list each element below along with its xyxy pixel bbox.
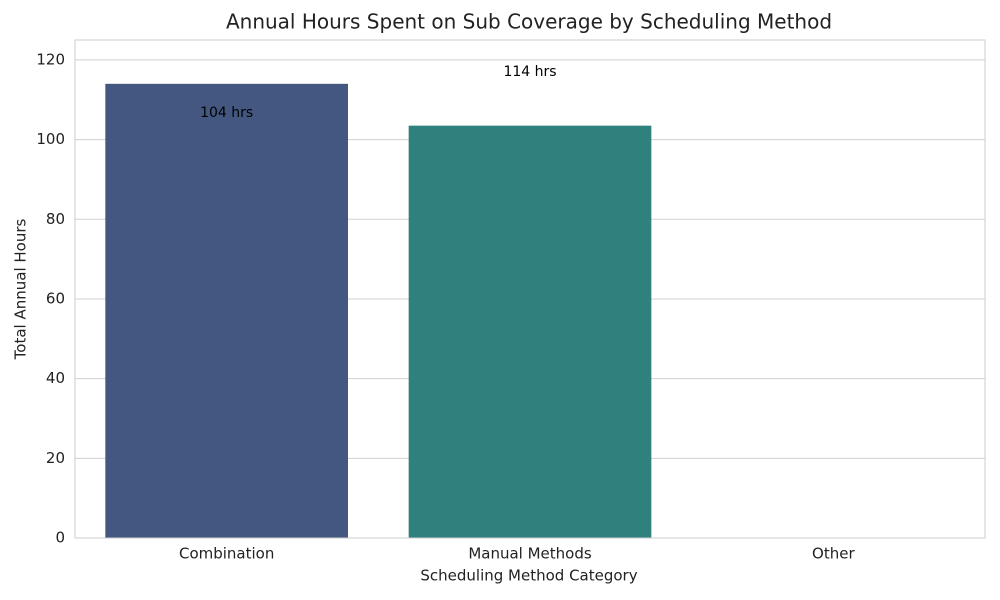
y-tick-label: 120 [36, 50, 65, 68]
annotation: 104 hrs [200, 105, 253, 121]
x-tick-label: Manual Methods [468, 545, 592, 563]
y-axis-title: Total Annual Hours [12, 218, 30, 360]
chart-title: Annual Hours Spent on Sub Coverage by Sc… [226, 10, 832, 34]
bar [105, 83, 348, 538]
y-tick-label: 80 [46, 210, 65, 228]
x-axis-title: Scheduling Method Category [420, 567, 637, 585]
bar [408, 125, 652, 538]
plot-frame [74, 39, 986, 539]
x-tick-label: Combination [179, 545, 274, 563]
x-tick-label: Other [812, 545, 855, 563]
y-tick-label: 40 [46, 369, 65, 387]
y-tick-label: 20 [46, 449, 65, 467]
annotation: 114 hrs [503, 64, 556, 80]
y-tick-label: 100 [36, 130, 65, 148]
y-tick-label: 0 [55, 529, 65, 547]
y-tick-label: 60 [46, 289, 65, 307]
